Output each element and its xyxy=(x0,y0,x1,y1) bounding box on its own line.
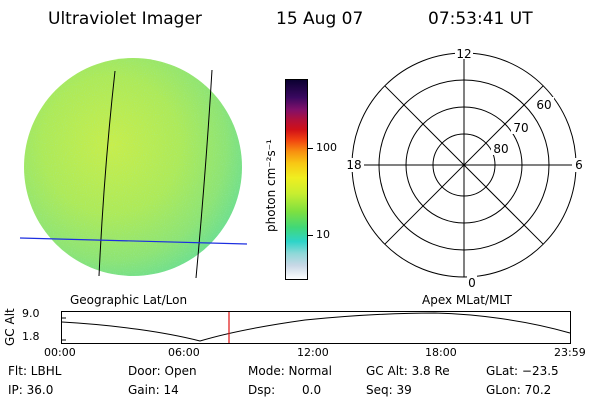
alt-xtick-0: 00:00 xyxy=(44,346,76,359)
alt-xtick-1: 06:00 xyxy=(168,346,200,359)
alt-ytick-low: 1.8 xyxy=(22,330,40,343)
geographic-label: Geographic Lat/Lon xyxy=(70,293,188,307)
lat-label-80: 80 xyxy=(493,142,508,156)
alt-plot-ylabel: GC Alt xyxy=(3,308,17,346)
status-gc-alt: GC Alt: 3.8 Re xyxy=(366,364,450,378)
alt-xtick-4: 23:59 xyxy=(554,346,586,359)
observation-date: 15 Aug 07 xyxy=(276,9,364,29)
status-gain: Gain: 14 xyxy=(128,383,179,397)
colorbar-tick-10 xyxy=(308,235,313,236)
status-door: Door: Open xyxy=(128,364,197,378)
status-ip: IP: 36.0 xyxy=(8,383,54,397)
observation-time: 07:53:41 UT xyxy=(428,9,533,29)
instrument-title: Ultraviolet Imager xyxy=(48,9,202,29)
polar-diagonal-2 xyxy=(384,85,544,245)
lat-label-70: 70 xyxy=(513,121,528,135)
mlt-label-12: 12 xyxy=(456,47,471,61)
longitude-line-2 xyxy=(195,69,213,279)
status-dsp-value: 0.0 xyxy=(302,383,322,397)
lat-label-60: 60 xyxy=(536,98,551,112)
alt-xtick-3: 18:00 xyxy=(425,346,457,359)
mlt-label-0: 0 xyxy=(468,276,476,290)
alt-xtick-2: 12:00 xyxy=(297,346,329,359)
status-dsp-label: Dsp: xyxy=(248,383,276,397)
alt-plot-frame xyxy=(61,311,571,344)
status-mode: Mode: Normal xyxy=(248,364,332,378)
altitude-curve xyxy=(61,312,571,342)
equator-line xyxy=(19,237,248,245)
geographic-uv-image xyxy=(19,58,248,279)
status-seq: Seq: 39 xyxy=(366,383,412,397)
status-glat: GLat: −23.5 xyxy=(486,364,559,378)
intensity-colorbar xyxy=(285,79,308,280)
mlt-label-18: 18 xyxy=(346,158,361,172)
colorbar-label-10: 10 xyxy=(316,228,330,241)
alt-ytick-high: 9.0 xyxy=(22,307,40,320)
altitude-plot xyxy=(61,311,571,344)
colorbar-unit-label: photon cm⁻²s⁻¹ xyxy=(264,139,278,232)
apex-label: Apex MLat/MLT xyxy=(422,293,512,307)
status-filter: Flt: LBHL xyxy=(8,364,62,378)
colorbar-label-100: 100 xyxy=(316,141,337,154)
longitude-line-1 xyxy=(98,70,116,277)
colorbar-tick-100 xyxy=(308,148,313,149)
mlt-label-6: 6 xyxy=(575,158,583,172)
status-glon: GLon: 70.2 xyxy=(486,383,552,397)
apex-polar-grid: 12 18 6 0 60 70 80 xyxy=(344,47,584,290)
